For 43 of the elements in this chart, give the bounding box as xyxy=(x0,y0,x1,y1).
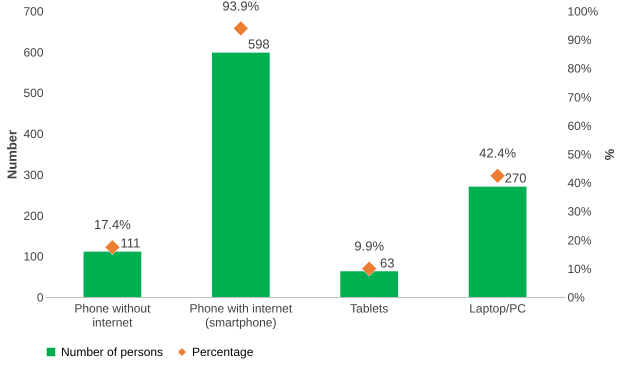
y2-tick-label: 80% xyxy=(568,62,592,76)
y-tick-label: 500 xyxy=(23,86,44,100)
y2-tick-label: 0% xyxy=(568,290,586,304)
data-label: 270 xyxy=(504,170,526,186)
data-label: 9.9% xyxy=(354,238,384,254)
point xyxy=(104,240,120,255)
y2-tick-label: 60% xyxy=(568,118,592,133)
y-tick-label: 0 xyxy=(36,290,44,304)
y2-tick-label: 10% xyxy=(568,262,592,276)
bar xyxy=(340,271,398,297)
x-tick-label: Laptop/PC xyxy=(469,302,526,316)
data-label: 598 xyxy=(248,36,270,52)
data-label: 111 xyxy=(120,236,140,251)
y2-tick-label: 100% xyxy=(568,4,599,18)
point xyxy=(490,168,506,184)
y-tick-label: 200 xyxy=(23,208,44,223)
y-axis-title: Number xyxy=(4,130,20,180)
data-label: 93.9% xyxy=(222,0,260,14)
x-tick-label: Tablets xyxy=(350,302,388,316)
bar xyxy=(84,252,142,297)
y-tick-label: 400 xyxy=(23,127,44,142)
legend-label: Number of persons xyxy=(61,345,164,359)
x-tick-label: Phone with internet (smartphone) xyxy=(189,302,293,330)
legend-label: Percentage xyxy=(192,345,254,359)
y2-tick-label: 50% xyxy=(568,148,592,162)
point xyxy=(362,261,377,276)
y2-tick-label: 30% xyxy=(568,204,592,219)
data-label: 42.4% xyxy=(479,146,516,161)
data-label: 17.4% xyxy=(94,217,132,232)
y2-axis-title: % xyxy=(602,148,618,161)
bar xyxy=(212,52,270,297)
point xyxy=(233,20,248,36)
y-tick-label: 100 xyxy=(23,250,44,264)
y2-tick-label: 90% xyxy=(568,33,592,48)
y2-tick-label: 20% xyxy=(568,233,592,248)
y-tick-label: 300 xyxy=(23,168,44,182)
y2-tick-label: 40% xyxy=(568,176,592,190)
x-tick-label: Phone without internet xyxy=(74,302,152,330)
y2-tick-label: 70% xyxy=(568,90,592,104)
bar xyxy=(468,186,526,297)
y-tick-label: 600 xyxy=(23,45,44,60)
data-label: 63 xyxy=(380,255,394,270)
y-tick-label: 700 xyxy=(23,4,44,18)
